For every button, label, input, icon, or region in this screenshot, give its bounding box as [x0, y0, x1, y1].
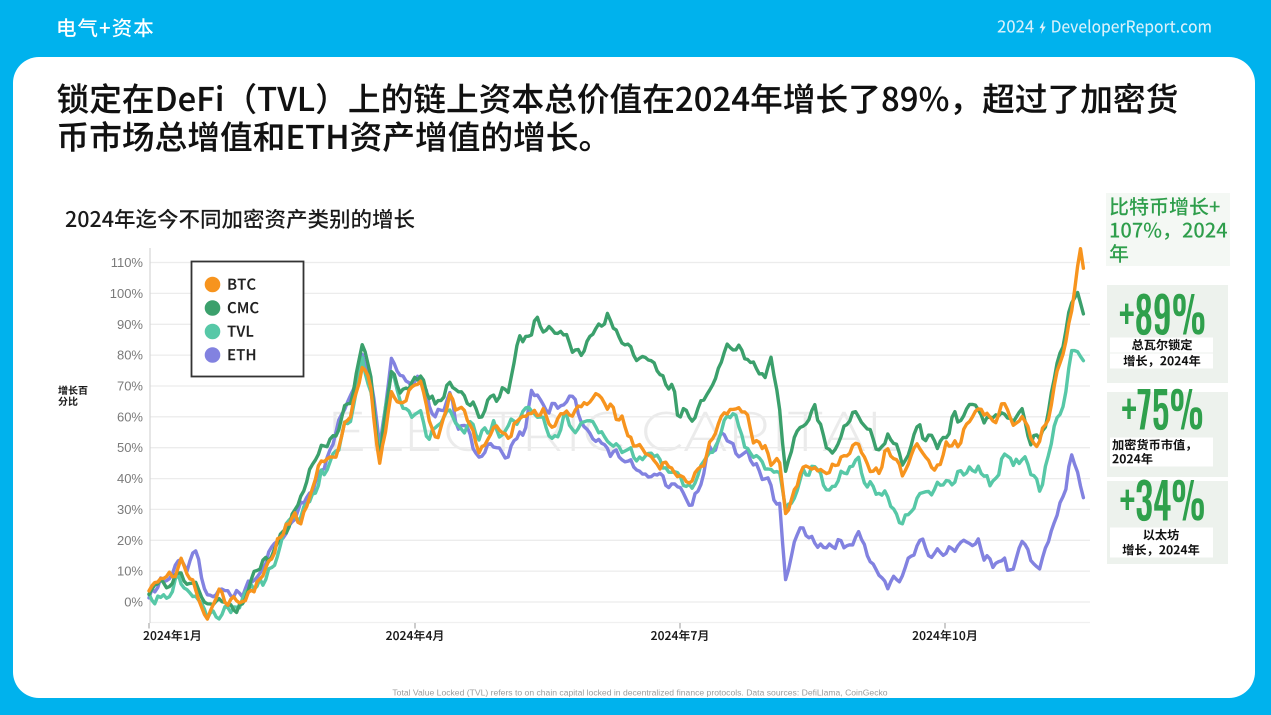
svg-text:110%: 110% [111, 255, 144, 270]
svg-text:Total Value Locked (TVL) refer: Total Value Locked (TVL) refers to on ch… [392, 688, 887, 698]
svg-text:40%: 40% [117, 471, 143, 486]
svg-text:20%: 20% [117, 533, 143, 548]
svg-text:70%: 70% [117, 379, 143, 394]
svg-text:50%: 50% [117, 440, 143, 455]
svg-text:60%: 60% [117, 409, 143, 424]
svg-text:10%: 10% [117, 564, 143, 579]
svg-text:0%: 0% [124, 595, 143, 610]
svg-text:90%: 90% [117, 317, 143, 332]
svg-text:30%: 30% [117, 502, 143, 517]
svg-text:100%: 100% [110, 286, 144, 301]
svg-text:80%: 80% [117, 348, 143, 363]
